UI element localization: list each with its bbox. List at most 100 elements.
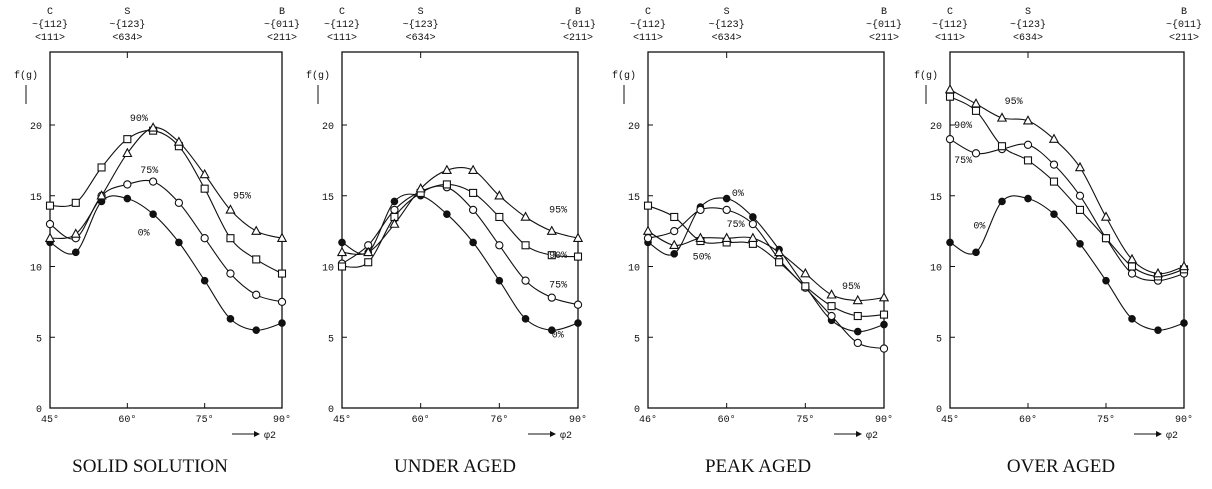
- data-point: [174, 198, 184, 207]
- x-tick-label: 90°: [1175, 414, 1193, 426]
- orientation-label: C: [47, 7, 53, 18]
- series-line: [49, 126, 283, 240]
- y-tick-label: 0: [36, 405, 42, 416]
- x-axis-arrowhead: [254, 431, 260, 437]
- data-point: [970, 98, 982, 108]
- orientation-label: <634>: [712, 33, 742, 44]
- data-point: [721, 232, 732, 242]
- y-tick-label: 20: [322, 122, 334, 133]
- data-point: [879, 344, 889, 353]
- data-point: [277, 269, 287, 278]
- data-point: [495, 212, 504, 222]
- data-point: [123, 194, 132, 203]
- x-tick-label: 60°: [412, 414, 430, 426]
- data-point: [148, 177, 158, 186]
- data-point: [468, 205, 478, 215]
- data-point: [971, 106, 981, 115]
- data-point: [800, 267, 811, 278]
- data-point: [338, 238, 346, 247]
- series-line: [49, 129, 283, 275]
- data-point: [173, 136, 185, 146]
- curve-label: 0%: [973, 221, 985, 232]
- data-point: [642, 225, 654, 235]
- data-point: [277, 297, 287, 307]
- data-point: [200, 184, 209, 193]
- data-point: [1074, 161, 1086, 172]
- orientation-label: <211>: [267, 33, 297, 44]
- series-line: [949, 89, 1185, 275]
- series-line: [949, 96, 1185, 277]
- data-point: [853, 338, 862, 348]
- data-point: [123, 135, 132, 144]
- panel-title: SOLID SOLUTION: [72, 456, 228, 477]
- data-point: [643, 234, 653, 243]
- data-point: [696, 205, 705, 215]
- y-tick-label: 10: [322, 264, 334, 275]
- data-point: [1049, 177, 1059, 186]
- data-point: [1075, 205, 1085, 214]
- series-line: [341, 193, 579, 331]
- orientation-label: S: [1025, 7, 1031, 18]
- orientation-label: ~{123}: [709, 19, 745, 31]
- data-point: [748, 219, 758, 229]
- curve-label: 90%: [130, 114, 148, 125]
- data-point: [670, 249, 679, 258]
- data-point: [998, 197, 1006, 206]
- data-point: [1127, 269, 1137, 278]
- data-point: [469, 188, 478, 197]
- series-line: [647, 197, 885, 333]
- curve-label: 75%: [140, 166, 158, 177]
- data-point: [826, 289, 837, 299]
- data-point: [1049, 160, 1059, 169]
- curve-label: 90%: [954, 121, 972, 132]
- orientation-label: S: [124, 7, 130, 18]
- y-tick-label: 20: [628, 122, 640, 133]
- data-point: [1076, 240, 1084, 248]
- data-point: [71, 198, 80, 207]
- orientation-label: <111>: [633, 33, 663, 44]
- orientation-label: ~{112}: [932, 19, 968, 31]
- data-point: [775, 258, 784, 267]
- y-tick-label: 0: [936, 405, 942, 416]
- data-point: [1075, 191, 1085, 200]
- plot-frame: [49, 51, 283, 409]
- data-point: [336, 246, 348, 257]
- data-point: [1154, 326, 1162, 334]
- data-point: [337, 262, 347, 271]
- data-point: [996, 112, 1008, 122]
- curve-label: 50%: [693, 252, 711, 263]
- orientation-label: ~{011}: [264, 19, 300, 31]
- data-point: [573, 252, 583, 261]
- y-tick-label: 0: [328, 405, 334, 416]
- data-point: [801, 282, 810, 291]
- data-point: [670, 226, 679, 236]
- chart-panel: C~{112} <111> S~{123} <634> B~{011} <211> f(g)…: [306, 7, 596, 477]
- data-point: [390, 205, 399, 215]
- data-point: [546, 225, 557, 235]
- x-tick-label: 75°: [796, 414, 814, 426]
- data-point: [547, 251, 556, 260]
- curve-label: 95%: [1005, 97, 1023, 108]
- data-point: [1127, 262, 1137, 271]
- series-line: [647, 207, 885, 350]
- data-point: [389, 218, 400, 228]
- orientation-label: C: [339, 7, 345, 18]
- data-point: [45, 219, 55, 229]
- data-point: [278, 319, 286, 327]
- curve-label: 95%: [233, 192, 251, 203]
- y-tick-label: 15: [628, 193, 640, 204]
- y-tick-label: 15: [30, 193, 42, 204]
- data-point: [997, 142, 1007, 151]
- data-point: [252, 326, 261, 334]
- data-point: [1024, 194, 1032, 203]
- chart-panel: C~{112} <111> S~{123} <634> B~{011} <211> f(g)…: [14, 7, 300, 477]
- curve-label: 75%: [954, 156, 972, 167]
- data-point: [44, 232, 56, 242]
- data-point: [415, 183, 426, 193]
- plot-frame: [647, 51, 885, 409]
- series-line: [49, 195, 283, 331]
- y-tick-label: 5: [36, 334, 42, 345]
- data-point: [363, 246, 374, 257]
- x-axis-label: φ2: [264, 431, 276, 442]
- curve-label: 0%: [138, 228, 150, 239]
